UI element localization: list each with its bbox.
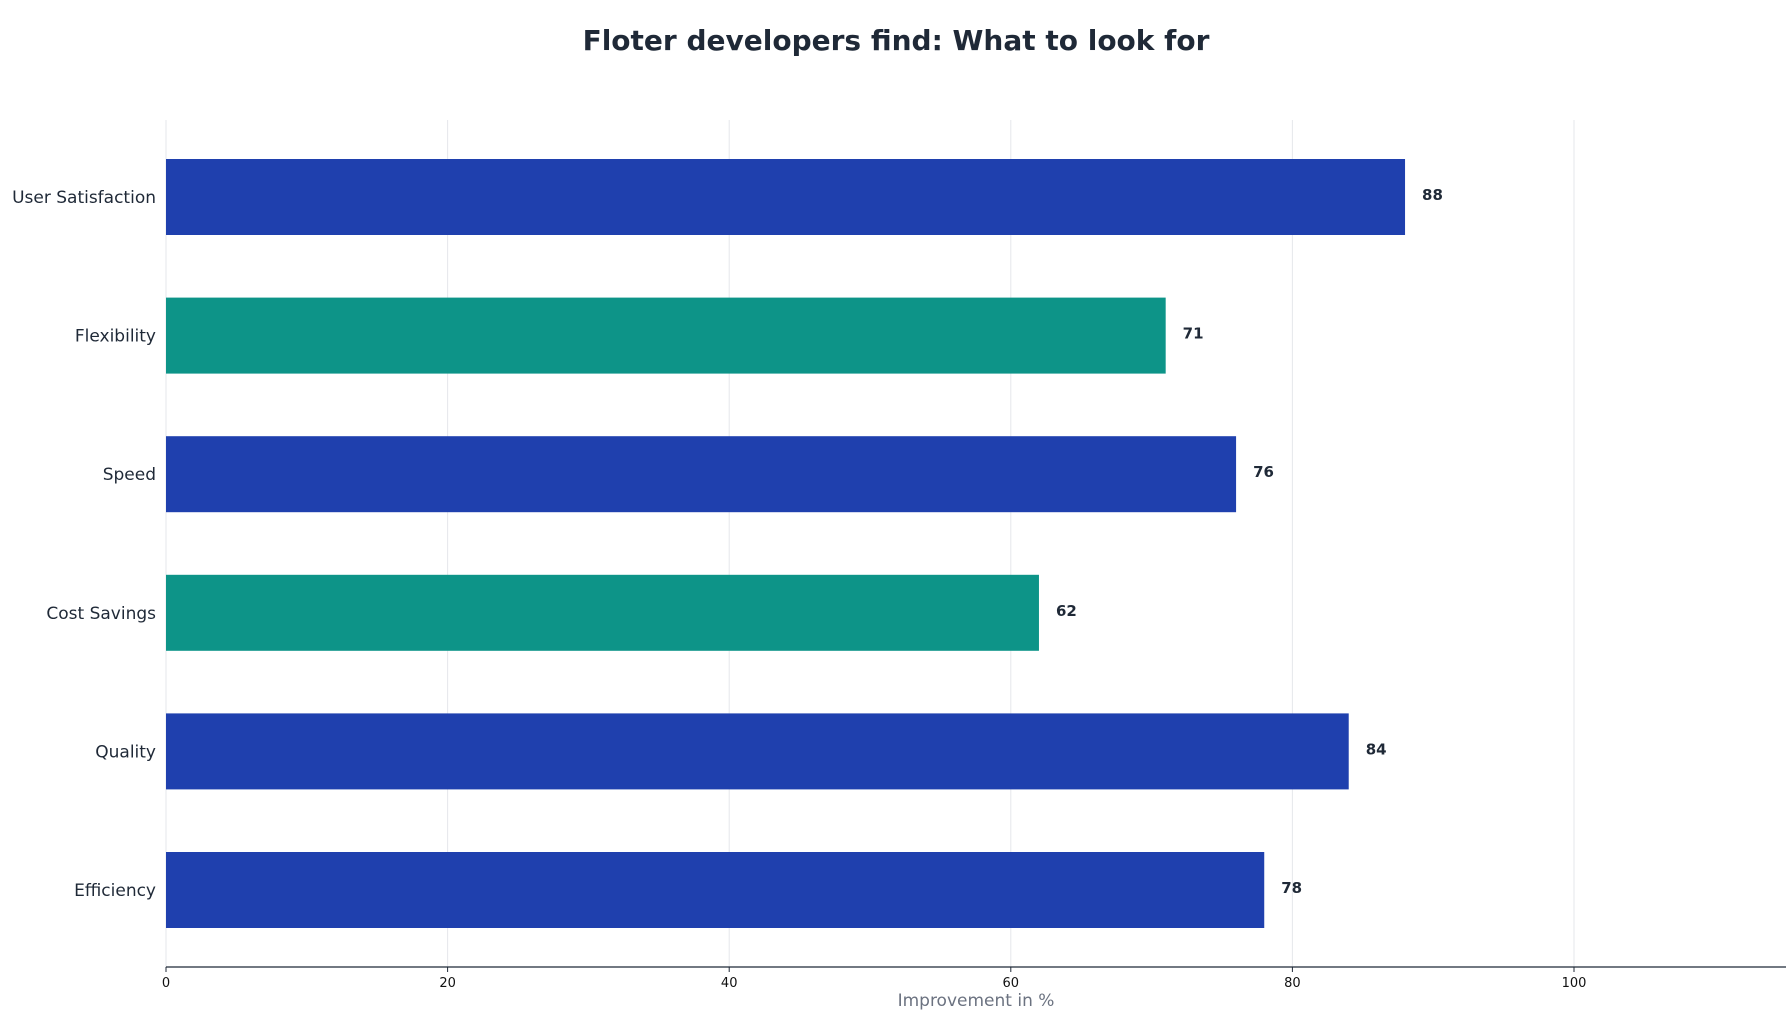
x-tick-label: 80 bbox=[1284, 976, 1301, 991]
category-labels: User Satisfaction Flexibility Speed Cost Sa… bbox=[12, 188, 156, 901]
data-label: 76 bbox=[1253, 463, 1274, 481]
category-label: Flexibility bbox=[75, 327, 156, 347]
category-label: Quality bbox=[95, 742, 156, 762]
bar bbox=[166, 436, 1237, 513]
data-label: 78 bbox=[1281, 879, 1302, 897]
category-label: Cost Savings bbox=[46, 604, 156, 624]
x-tick-label: 40 bbox=[721, 976, 738, 991]
bar bbox=[166, 574, 1039, 651]
category-label: Speed bbox=[103, 465, 156, 485]
data-label: 62 bbox=[1056, 602, 1077, 620]
bar bbox=[166, 159, 1406, 235]
chart-title: Floter developers find: What to look for bbox=[582, 24, 1210, 57]
data-label: 88 bbox=[1422, 186, 1443, 204]
category-label: Efficiency bbox=[74, 881, 156, 901]
grid-lines bbox=[165, 120, 1575, 967]
x-tick-label: 60 bbox=[1003, 976, 1020, 991]
bar bbox=[166, 852, 1265, 928]
x-tick-label: 100 bbox=[1562, 976, 1587, 991]
x-axis-title: Improvement in % bbox=[898, 991, 1055, 1011]
bar bbox=[166, 713, 1349, 790]
bars bbox=[166, 159, 1406, 928]
x-tick-labels: 0 20 40 60 80 100 bbox=[162, 967, 1587, 991]
value-labels: 88 71 76 62 84 78 bbox=[1056, 186, 1443, 897]
category-label: User Satisfaction bbox=[12, 188, 156, 208]
data-label: 84 bbox=[1366, 740, 1387, 758]
x-tick-label: 0 bbox=[162, 976, 170, 991]
bar bbox=[166, 297, 1166, 374]
data-label: 71 bbox=[1183, 325, 1204, 343]
x-tick-label: 20 bbox=[439, 976, 456, 991]
